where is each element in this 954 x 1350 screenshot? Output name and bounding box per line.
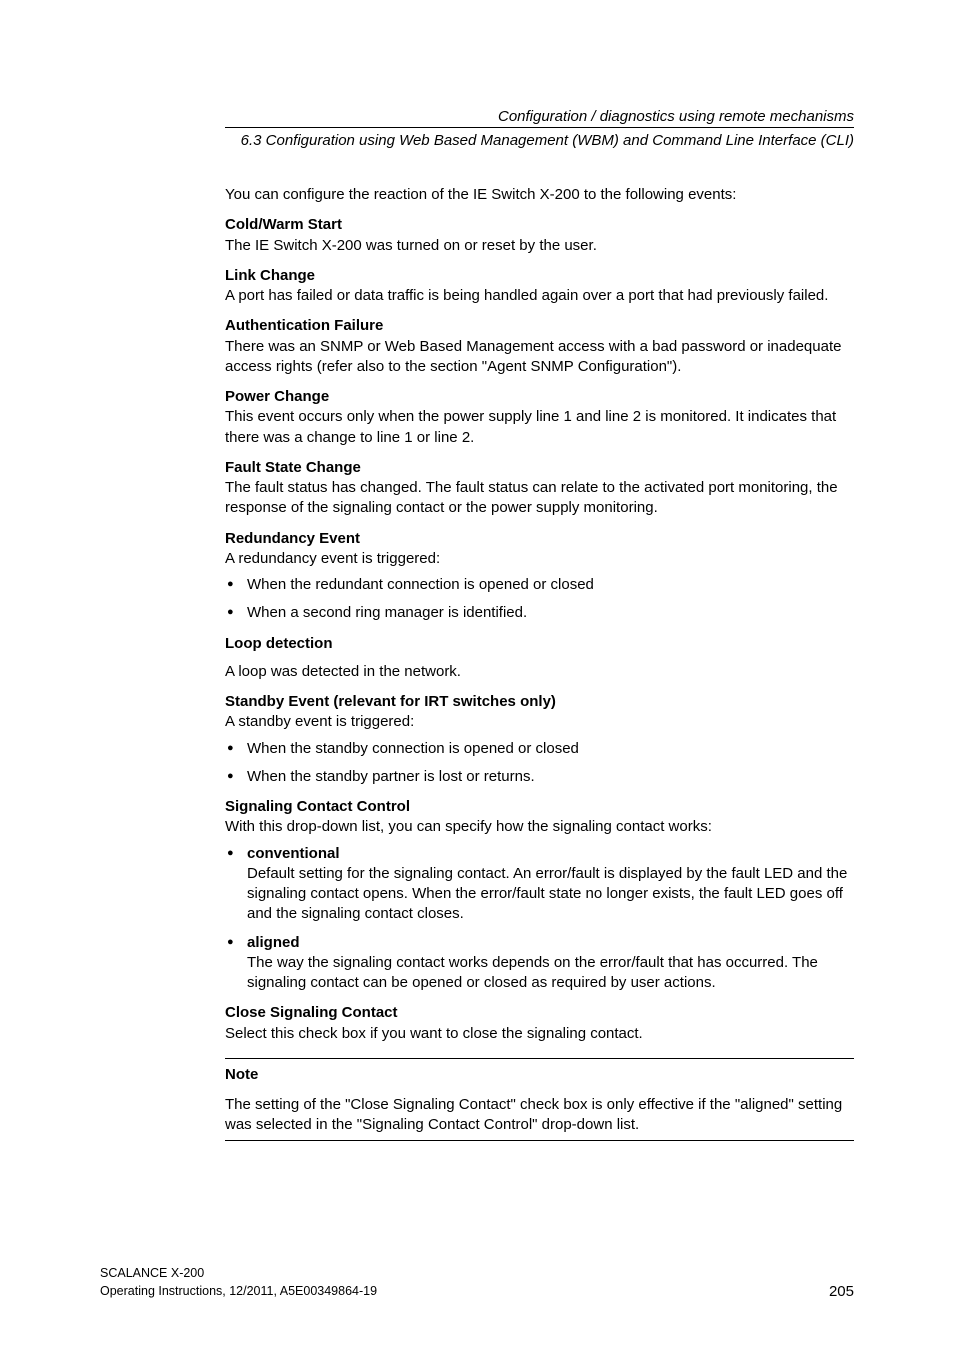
option-aligned-desc: The way the signaling contact works depe… (247, 954, 818, 991)
list-item: When the standby partner is lost or retu… (225, 767, 854, 787)
redundancy-list: When the redundant connection is opened … (225, 575, 854, 624)
event-linkchange-title: Link Change (225, 266, 854, 286)
page-footer: SCALANCE X-200 Operating Instructions, 1… (100, 1265, 854, 1300)
list-item: conventional Default setting for the sig… (225, 844, 854, 925)
event-standby-desc: A standby event is triggered: (225, 712, 854, 732)
event-authfail-title: Authentication Failure (225, 316, 854, 336)
running-header: Configuration / diagnostics using remote… (225, 108, 854, 125)
header-rule (225, 127, 854, 128)
event-linkchange-desc: A port has failed or data traffic is bei… (225, 286, 854, 306)
note-body: The setting of the "Close Signaling Cont… (225, 1095, 854, 1136)
option-conventional-desc: Default setting for the signaling contac… (247, 865, 847, 923)
event-redundancy-desc: A redundancy event is triggered: (225, 549, 854, 569)
standby-list: When the standby connection is opened or… (225, 739, 854, 788)
option-conventional-label: conventional (247, 845, 340, 862)
event-powerchange-desc: This event occurs only when the power su… (225, 407, 854, 448)
event-loop-desc: A loop was detected in the network. (225, 662, 854, 682)
event-closesig-desc: Select this check box if you want to clo… (225, 1024, 854, 1044)
event-faultstate-desc: The fault status has changed. The fault … (225, 478, 854, 519)
event-coldwarm-title: Cold/Warm Start (225, 215, 854, 235)
footer-product: SCALANCE X-200 (100, 1265, 377, 1283)
event-redundancy-title: Redundancy Event (225, 529, 854, 549)
list-item: When a second ring manager is identified… (225, 603, 854, 623)
list-item: When the standby connection is opened or… (225, 739, 854, 759)
sigcontrol-list: conventional Default setting for the sig… (225, 844, 854, 994)
note-rule-top (225, 1058, 854, 1059)
note-label: Note (225, 1065, 854, 1085)
page: Configuration / diagnostics using remote… (0, 0, 954, 1350)
list-item: When the redundant connection is opened … (225, 575, 854, 595)
footer-page-number: 205 (829, 1283, 854, 1300)
event-faultstate-title: Fault State Change (225, 458, 854, 478)
event-sigcontrol-title: Signaling Contact Control (225, 797, 854, 817)
event-powerchange-title: Power Change (225, 387, 854, 407)
note-rule-bottom (225, 1140, 854, 1141)
body-content: You can configure the reaction of the IE… (225, 185, 854, 1141)
event-closesig-title: Close Signaling Contact (225, 1003, 854, 1023)
event-authfail-desc: There was an SNMP or Web Based Managemen… (225, 337, 854, 378)
event-standby-title: Standby Event (relevant for IRT switches… (225, 692, 854, 712)
event-loop-title: Loop detection (225, 634, 854, 654)
option-aligned-label: aligned (247, 934, 300, 951)
footer-pubinfo: Operating Instructions, 12/2011, A5E0034… (100, 1283, 377, 1301)
section-number-title: 6.3 Configuration using Web Based Manage… (225, 132, 854, 149)
event-coldwarm-desc: The IE Switch X-200 was turned on or res… (225, 236, 854, 256)
intro-text: You can configure the reaction of the IE… (225, 185, 854, 205)
footer-left: SCALANCE X-200 Operating Instructions, 1… (100, 1265, 377, 1300)
event-sigcontrol-desc: With this drop-down list, you can specif… (225, 817, 854, 837)
list-item: aligned The way the signaling contact wo… (225, 933, 854, 994)
